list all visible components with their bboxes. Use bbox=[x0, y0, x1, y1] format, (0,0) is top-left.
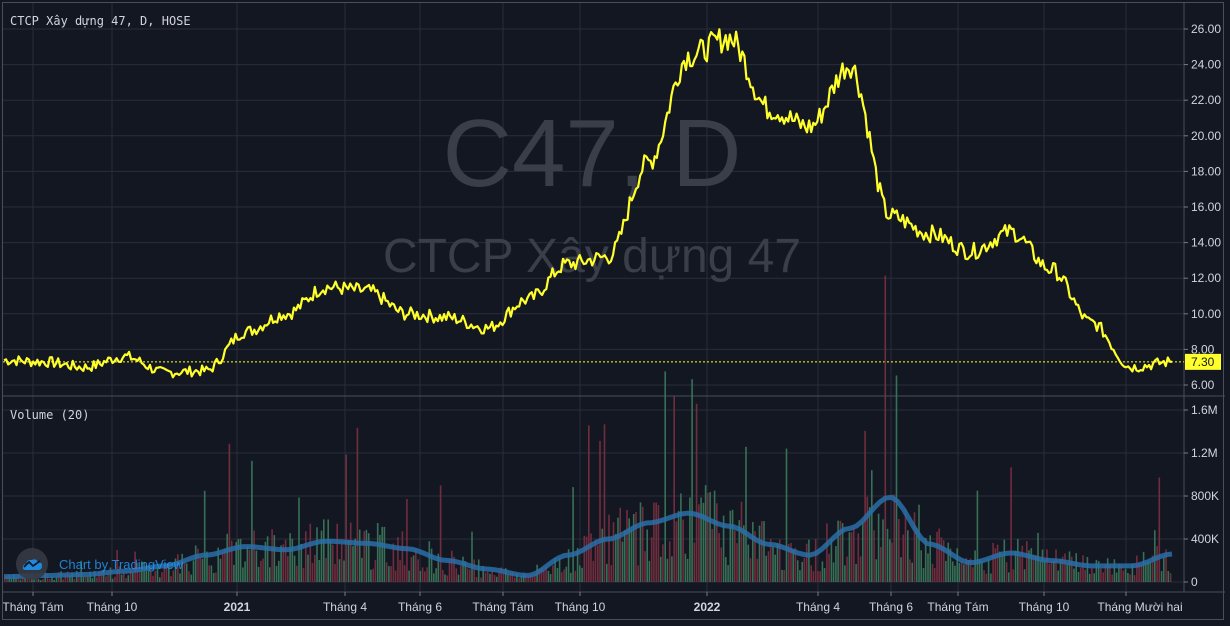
volume-tick: 1.2M bbox=[1191, 446, 1218, 460]
symbol-legend[interactable]: CTCP Xây dựng 47, D, HOSE bbox=[10, 14, 191, 28]
volume-tick: 800K bbox=[1191, 489, 1219, 503]
watermark-symbol: C47, D bbox=[443, 100, 742, 207]
price-tick: 18.00 bbox=[1191, 164, 1221, 178]
volume-ma-line[interactable] bbox=[4, 494, 1173, 580]
volume-tick: 0 bbox=[1191, 575, 1198, 589]
time-tick: Tháng Tám bbox=[927, 600, 988, 614]
time-tick: Tháng Mười hai bbox=[1097, 600, 1182, 614]
volume-axis[interactable]: 1.6M 1.2M 800K 400K 0 bbox=[1184, 403, 1219, 589]
price-tick: 20.00 bbox=[1191, 129, 1221, 143]
volume-legend[interactable]: Volume (20) bbox=[10, 408, 90, 422]
price-axis[interactable]: 26.00 24.00 22.00 20.00 18.00 16.00 14.00 12.00… bbox=[1184, 22, 1221, 392]
volume-bars[interactable] bbox=[4, 275, 1172, 582]
time-tick: Tháng 6 bbox=[869, 600, 913, 614]
price-tick: 8.00 bbox=[1191, 342, 1215, 356]
volume-tick: 1.6M bbox=[1191, 403, 1218, 417]
time-tick: Tháng 4 bbox=[323, 600, 367, 614]
price-tick: 24.00 bbox=[1191, 58, 1221, 72]
grid bbox=[3, 3, 1184, 592]
time-tick: Tháng 10 bbox=[555, 600, 606, 614]
tradingview-branding[interactable]: Chart by TradingView bbox=[16, 548, 183, 580]
price-tick: 14.00 bbox=[1191, 236, 1221, 250]
time-tick: Tháng 4 bbox=[796, 600, 840, 614]
time-tick: 2022 bbox=[694, 600, 721, 614]
price-tick: 12.00 bbox=[1191, 271, 1221, 285]
time-axis[interactable]: Tháng Tám Tháng 10 2021 Tháng 4 Tháng 6 Tháng… bbox=[2, 592, 1183, 614]
watermark-name: CTCP Xây dựng 47 bbox=[383, 230, 801, 283]
price-tick: 16.00 bbox=[1191, 200, 1221, 214]
tradingview-logo-icon bbox=[16, 548, 48, 580]
price-tick: 26.00 bbox=[1191, 22, 1221, 36]
price-tick: 22.00 bbox=[1191, 93, 1221, 107]
last-price-value: 7.30 bbox=[1191, 355, 1215, 369]
price-line[interactable] bbox=[3, 28, 1173, 379]
time-tick: Tháng Tám bbox=[472, 600, 533, 614]
volume-tick: 400K bbox=[1191, 532, 1219, 546]
price-tick: 10.00 bbox=[1191, 307, 1221, 321]
time-tick: 2021 bbox=[224, 600, 251, 614]
time-tick: Tháng 10 bbox=[1019, 600, 1070, 614]
last-price-badge bbox=[1185, 353, 1221, 370]
price-tick: 6.00 bbox=[1191, 378, 1215, 392]
time-tick: Tháng 10 bbox=[87, 600, 138, 614]
time-tick: Tháng Tám bbox=[2, 600, 63, 614]
time-tick: Tháng 6 bbox=[398, 600, 442, 614]
tradingview-label: Chart by TradingView bbox=[59, 556, 184, 572]
